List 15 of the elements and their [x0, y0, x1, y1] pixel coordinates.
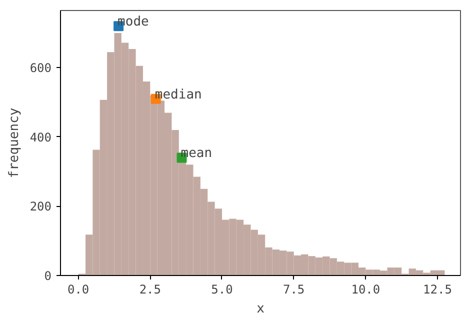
- x-tick-label: 10.0: [351, 282, 380, 296]
- y-tick-label: 200: [30, 200, 52, 214]
- y-axis-title: frequency: [6, 108, 22, 178]
- x-tick-label: 0.0: [67, 282, 90, 296]
- series-label: mean: [180, 146, 212, 162]
- y-tick-label: 0: [44, 269, 52, 283]
- x-tick-label: 12.5: [423, 282, 452, 296]
- y-tick-label: 400: [30, 130, 52, 144]
- x-axis-title: x: [256, 302, 265, 316]
- x-tick-label: 5.0: [211, 282, 233, 296]
- series-label: mode: [118, 14, 150, 30]
- x-tick-label: 7.5: [282, 282, 305, 296]
- x-tick-label: 2.5: [139, 282, 162, 296]
- series-label: median: [154, 87, 202, 102]
- y-tick-label: 600: [30, 61, 52, 76]
